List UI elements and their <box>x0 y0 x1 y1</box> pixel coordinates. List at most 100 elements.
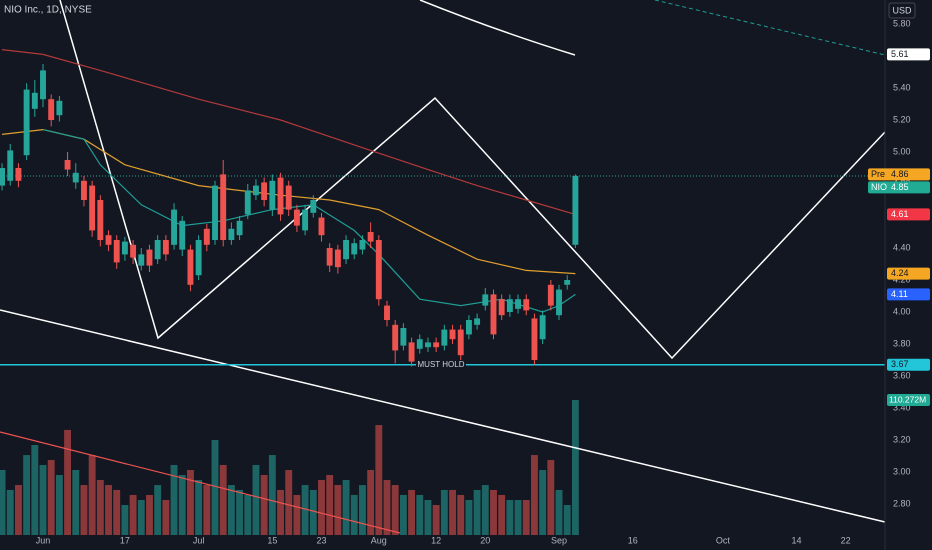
candle-body <box>408 342 415 362</box>
price-axis-label <box>887 208 930 221</box>
candle-body <box>64 160 71 170</box>
volume-bar <box>383 480 391 535</box>
volume-bar <box>375 425 383 535</box>
price-axis-label-value: 3.67 <box>891 359 909 369</box>
level-label-bg <box>416 358 466 371</box>
candle-body <box>490 294 497 335</box>
volume-bar <box>219 464 227 535</box>
volume-bar <box>563 505 571 535</box>
candle-body <box>72 172 79 183</box>
candles <box>0 49 579 367</box>
volume-bar <box>408 489 416 535</box>
candle-body <box>457 329 464 356</box>
candle-body <box>277 177 284 215</box>
x-tick-label: 20 <box>480 535 490 545</box>
symbol-title: NIO Inc., 1D, NYSE <box>4 5 92 16</box>
volume-bar <box>72 469 80 535</box>
candle-body <box>285 185 292 210</box>
candle-body <box>244 190 251 215</box>
volume-bar <box>555 489 563 535</box>
volume-bar <box>309 489 317 535</box>
volume-bar <box>490 489 497 535</box>
volume-bar <box>129 494 137 535</box>
candle-body <box>23 89 30 156</box>
price-axis-label <box>868 168 930 181</box>
y-tick-label: 5.40 <box>893 82 911 92</box>
volume-bar <box>481 485 489 535</box>
volume-bar <box>146 494 153 535</box>
price-axis-label <box>887 358 930 371</box>
candle-body <box>212 185 218 240</box>
y-tick-label: 5.80 <box>893 18 911 28</box>
candle-body <box>105 235 112 245</box>
candle-body <box>359 240 366 250</box>
x-tick-label: Sep <box>551 535 567 545</box>
candle-body <box>482 294 489 306</box>
volume-bar <box>154 485 162 535</box>
volume-bar <box>522 499 530 535</box>
volume-bar <box>236 489 244 535</box>
volume-bar <box>416 494 424 535</box>
volume-bar <box>367 469 375 535</box>
volume-bar <box>391 485 399 535</box>
candle-body <box>392 324 399 351</box>
candle-body <box>48 99 55 120</box>
drawings: MUST HOLD <box>0 0 886 534</box>
price-axis-label <box>887 267 930 280</box>
candle-body <box>326 248 333 266</box>
volume-bar <box>211 439 219 535</box>
volume-bar <box>178 475 186 535</box>
candle-body <box>228 228 235 240</box>
candle-body <box>441 329 448 346</box>
candle-body <box>375 240 382 300</box>
volume-bar <box>186 469 194 535</box>
volume-bar <box>424 499 432 535</box>
volume-bar <box>293 494 301 535</box>
y-tick-label: 5.20 <box>893 114 911 124</box>
volume-bar <box>14 485 22 535</box>
moving-average <box>42 129 576 313</box>
volume-bar <box>260 475 268 535</box>
candle-body <box>81 180 87 200</box>
candle-body <box>416 339 423 349</box>
volume-bar <box>0 469 6 535</box>
y-tick-label: 4.40 <box>893 242 911 252</box>
volume-bar <box>31 445 39 535</box>
price-axis-label-value: 4.85 <box>891 182 909 192</box>
currency-box[interactable] <box>888 2 916 19</box>
volume-bar <box>277 489 284 535</box>
volume-bar <box>195 480 203 535</box>
volume-bar <box>6 489 14 535</box>
x-tick-label: 15 <box>267 535 277 545</box>
candle-body <box>130 244 137 258</box>
candle-body <box>498 299 505 316</box>
currency[interactable]: USD <box>892 5 912 15</box>
price-axis-label-value: 5.61 <box>891 49 909 59</box>
price-axis-label-value: 4.11 <box>891 289 908 299</box>
price-axis-label-name: NIO <box>871 182 887 192</box>
volume-bar <box>539 469 547 535</box>
candle-body <box>572 176 579 245</box>
volume-trend-line <box>0 431 401 534</box>
candle-body <box>531 318 538 360</box>
volume-bar <box>55 475 63 535</box>
trend-line <box>0 309 886 523</box>
y-tick-label: 3.40 <box>893 402 911 412</box>
volume-bar <box>162 499 170 535</box>
candle-body <box>400 328 407 346</box>
candle-body <box>351 243 358 255</box>
volume-bar <box>203 485 211 535</box>
y-tick-label: 4.00 <box>893 306 911 316</box>
volume-bar <box>334 485 342 535</box>
volume-bar <box>506 499 514 535</box>
candle-body <box>89 185 96 231</box>
y-tick-label: 3.00 <box>893 466 911 476</box>
volume-bar <box>39 464 47 535</box>
candle-body <box>556 289 562 316</box>
x-tick-label: Aug <box>371 535 387 545</box>
y-tick-label: 3.80 <box>893 338 911 348</box>
candle-body <box>7 150 14 181</box>
candle-body <box>523 299 530 311</box>
x-tick-label: Oct <box>716 535 731 545</box>
